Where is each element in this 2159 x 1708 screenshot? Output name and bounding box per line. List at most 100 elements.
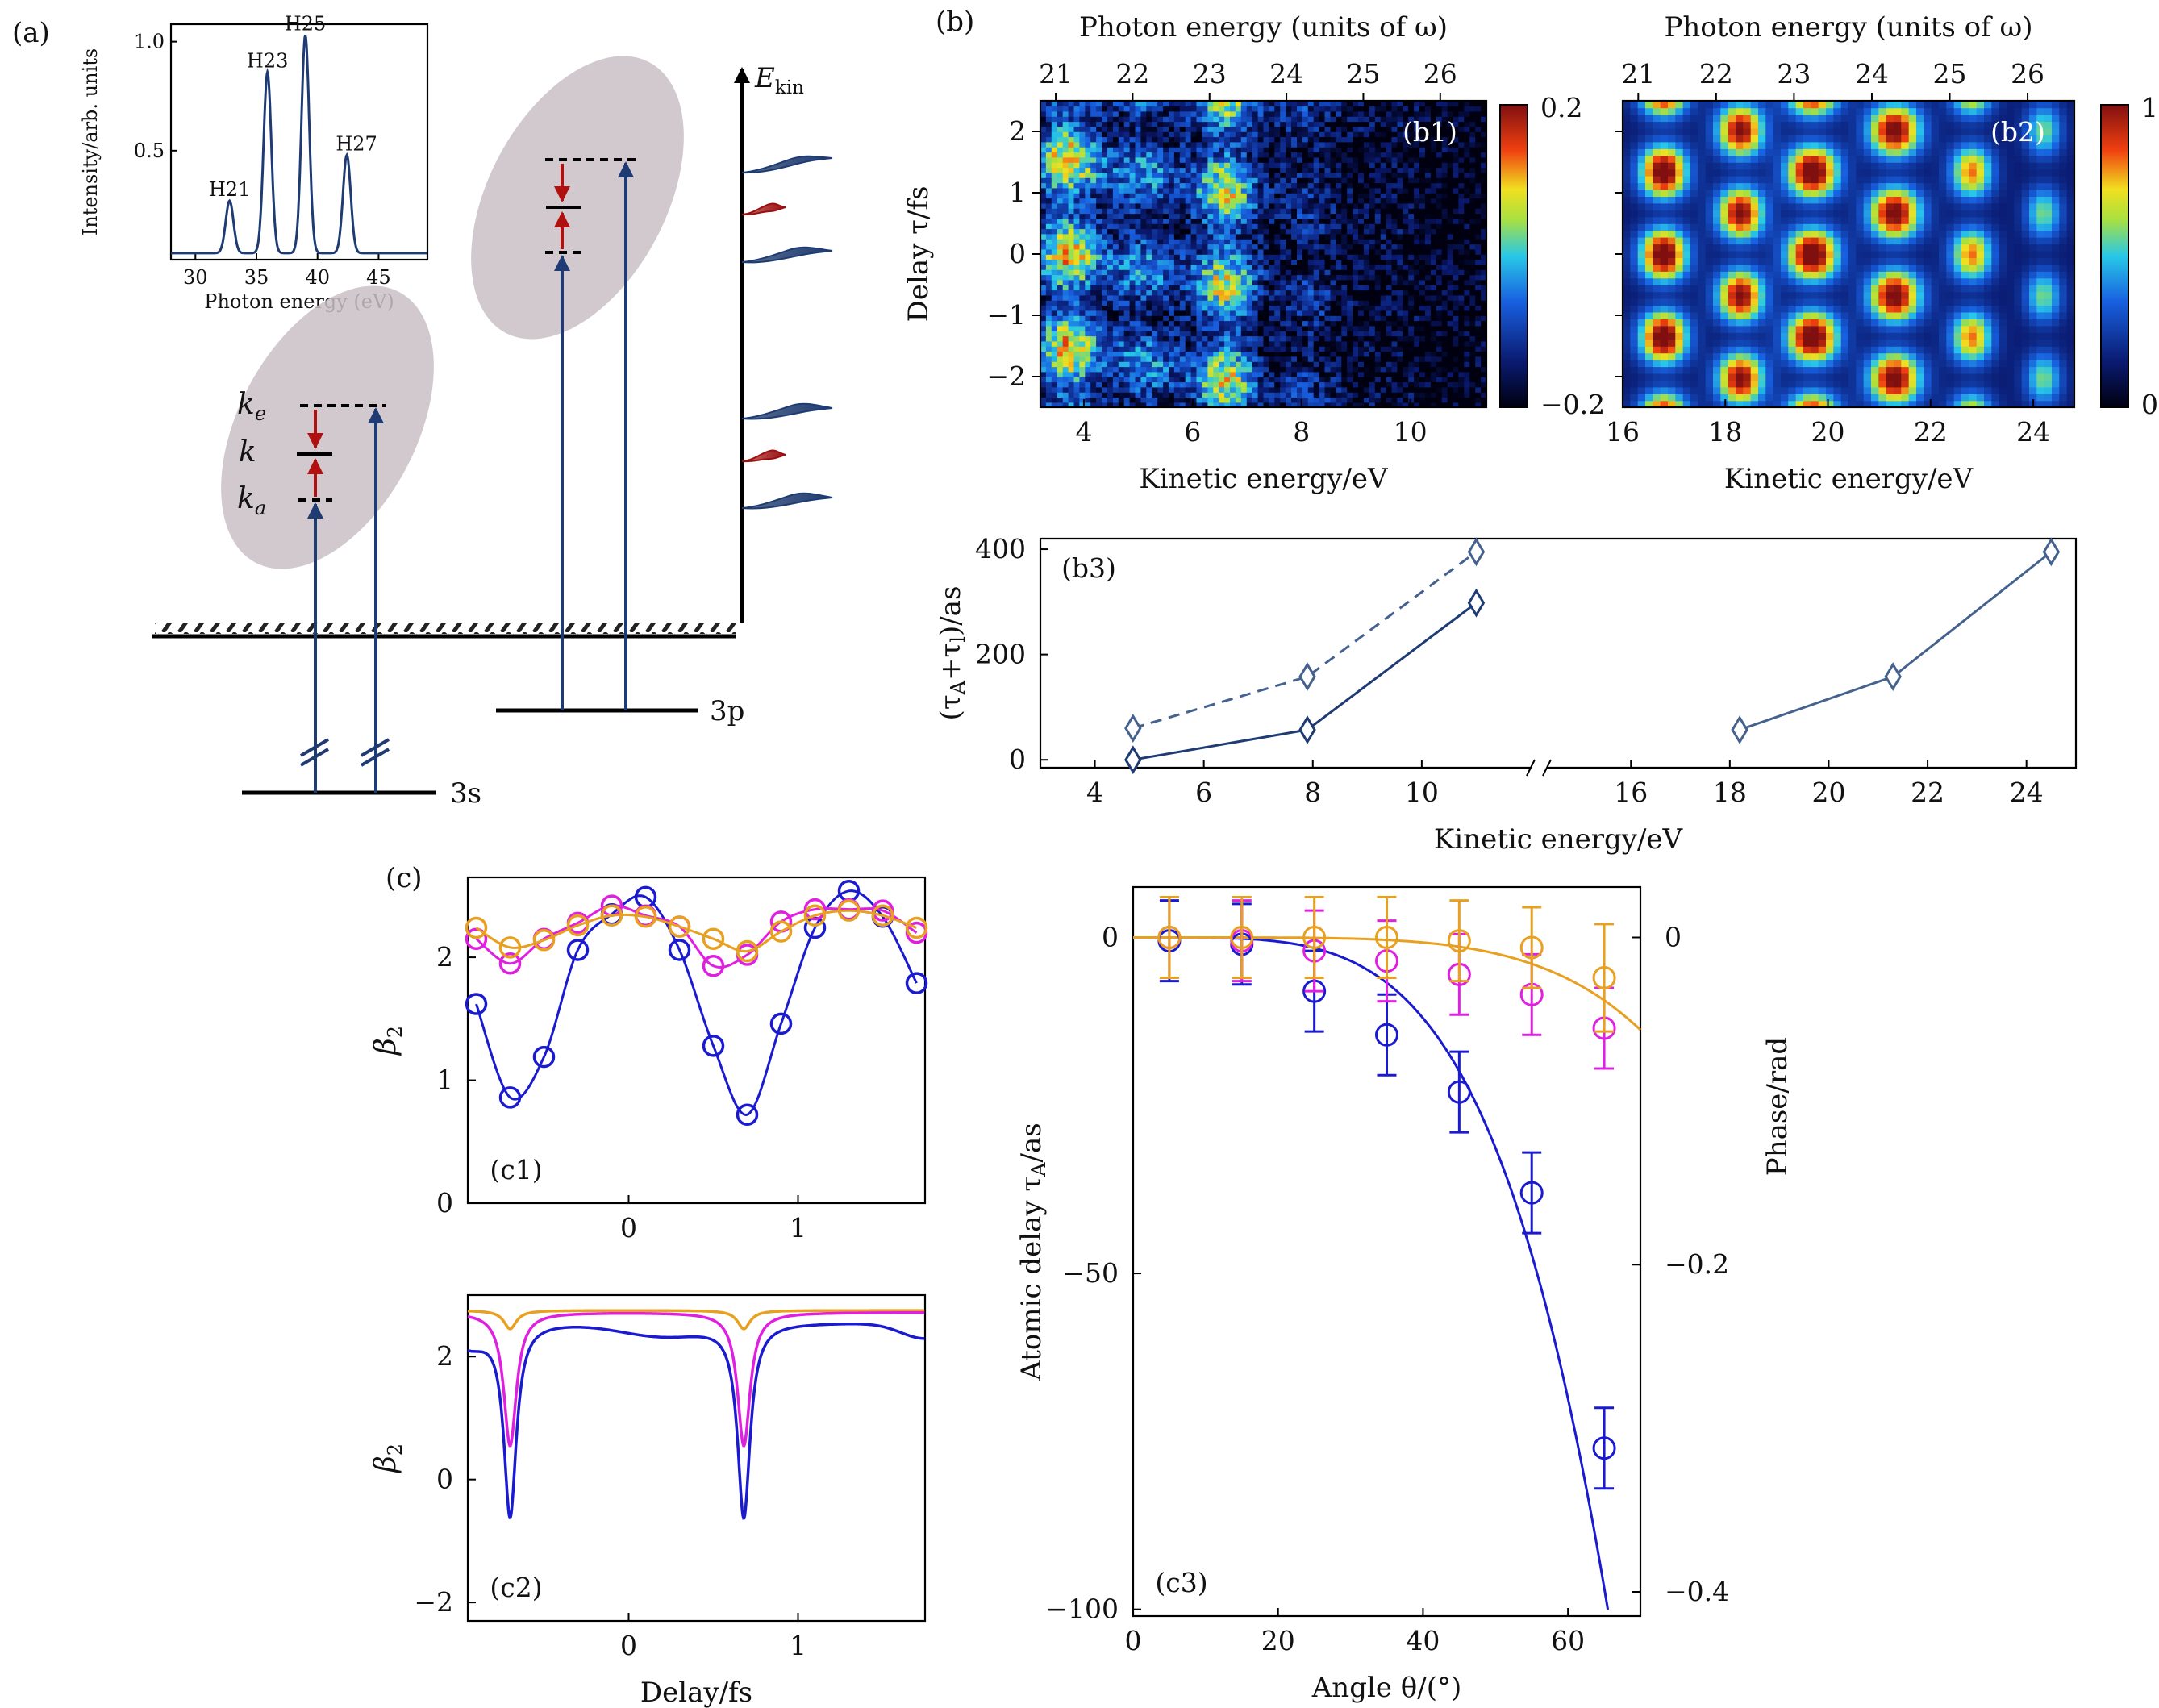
heatmap-cell [1363,320,1370,327]
heatmap-cell [1302,106,1309,112]
heatmap-cell [1280,285,1286,291]
heatmap-cell [1297,381,1303,388]
heatmap-cell [1163,351,1169,357]
heatmap-cell [1353,156,1359,163]
heatmap-cell [1062,198,1069,204]
heatmap-cell [1403,285,1409,291]
heatmap-cell [1045,141,1052,148]
heatmap-cell [1146,106,1152,112]
heatmap-cell [1464,381,1470,388]
heatmap-cell [1169,223,1175,230]
heatmap-cell [1252,346,1259,352]
heatmap-cell [1425,340,1432,347]
heatmap-cell [1274,285,1281,291]
heatmap-cell [1135,361,1142,368]
heatmap-cell [1146,259,1152,265]
heatmap-cell [1213,264,1219,270]
heatmap-cell [1252,320,1259,327]
heatmap-cell [1196,193,1203,199]
heatmap-cell [1341,167,1348,173]
heatmap-cell [1112,248,1119,255]
heatmap-cell [1324,131,1332,138]
heatmap-cell [1073,239,1081,245]
heatmap-cell [1263,213,1270,219]
heatmap-cell [1118,167,1125,173]
heatmap-cell [1408,131,1415,138]
heatmap-cell [1380,386,1387,393]
heatmap-cell [1062,290,1069,296]
heatmap-cell [1430,136,1437,143]
heatmap-cell [1280,116,1286,123]
heatmap-cell [1380,285,1387,291]
heatmap-cell [1419,259,1426,265]
heatmap-cell [1481,172,1487,178]
heatmap-cell [1324,244,1332,250]
heatmap-cell [1202,244,1209,250]
heatmap-cell [1057,172,1064,178]
heatmap-cell [1481,193,1487,199]
heatmap-cell [1408,101,1415,107]
heatmap-cell [1112,310,1119,316]
heatmap-cell [1068,377,1075,383]
heatmap-cell [1163,305,1169,311]
heatmap-cell [1079,285,1086,291]
heatmap-cell [1319,335,1326,342]
heatmap-cell [1313,106,1320,112]
heatmap-cell [1380,162,1387,169]
heatmap-cell [1185,361,1192,368]
heatmap-cell [1391,331,1398,337]
heatmap-cell [1219,331,1225,337]
heatmap-cell [1441,346,1448,352]
heatmap-cell [1347,285,1353,291]
heatmap-cell [1430,116,1437,123]
heatmap-cell [1269,402,1276,408]
heatmap-cell [1129,371,1136,377]
heatmap-cell [1324,381,1332,388]
heatmap-cell [1313,228,1320,235]
heatmap-cell [1040,290,1047,296]
heatmap-cell [1369,397,1376,403]
heatmap-cell [1090,279,1097,285]
heatmap-cell [1441,244,1448,250]
heatmap-cell [1169,386,1175,393]
heatmap-cell [1481,202,1487,209]
heatmap-cell [1380,264,1387,270]
heatmap-cell [1079,346,1086,352]
heatmap-cell [1630,121,1639,129]
heatmap-cell [1213,377,1219,383]
heatmap-cell [1219,152,1225,158]
heatmap-cell [1280,264,1286,270]
heatmap-cell [1430,274,1437,281]
heatmap-cell [1297,377,1303,383]
heatmap-cell [1353,356,1359,362]
heatmap-cell [1391,371,1398,377]
heatmap-cell [1135,392,1142,398]
heatmap-cell [1380,335,1387,342]
heatmap-cell [1481,300,1487,306]
heatmap-cell [1358,254,1365,260]
heatmap-cell [1057,152,1064,158]
heatmap-cell [1263,366,1270,373]
heatmap-cell [1408,386,1415,393]
heatmap-cell [1425,305,1432,311]
heatmap-cell [1330,269,1337,276]
heatmap-cell [1062,371,1069,377]
heatmap-cell [1263,239,1270,245]
heatmap-cell [1358,356,1365,362]
heatmap-cell [1408,377,1415,383]
heatmap-cell [1051,300,1058,306]
heatmap-cell [1045,274,1052,281]
heatmap-cell [1630,210,1639,218]
heatmap-cell [1330,101,1337,107]
heatmap-cell [1274,156,1281,163]
heatmap-cell [1062,264,1069,270]
heatmap-cell [1358,121,1365,127]
heatmap-cell [1623,346,1632,354]
top-tick-label: 26 [1423,58,1457,90]
heatmap-cell [1107,381,1114,388]
heatmap-cell [1224,320,1231,327]
heatmap-cell [1623,366,1632,374]
heatmap-cell [1386,361,1393,368]
heatmap-cell [1062,172,1069,178]
heatmap-cell [1257,259,1265,265]
